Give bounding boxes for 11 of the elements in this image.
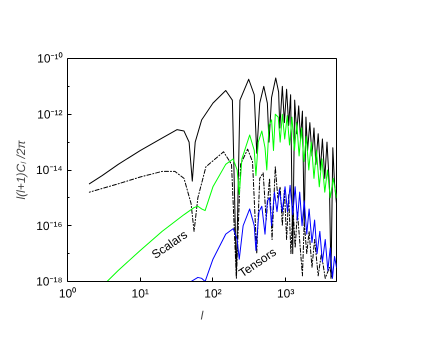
x-axis-title: l xyxy=(200,308,204,322)
x-tick-label: 10¹ xyxy=(132,286,149,300)
y-axis-title: l(l+1)Cₗ /2π xyxy=(14,140,28,200)
y-tick-label: 10⁻¹⁸ xyxy=(36,274,62,288)
x-tick-label: 10² xyxy=(204,286,222,300)
y-tick-label: 10⁻¹⁰ xyxy=(37,52,62,66)
y-tick-label: 10⁻¹⁶ xyxy=(36,218,63,233)
y-tick-label: 10⁻¹⁴ xyxy=(36,163,62,177)
x-tick-label: 10⁰ xyxy=(58,286,76,300)
y-tick-label: 10⁻¹² xyxy=(37,107,63,122)
x-tick-label: 10³ xyxy=(276,286,294,300)
